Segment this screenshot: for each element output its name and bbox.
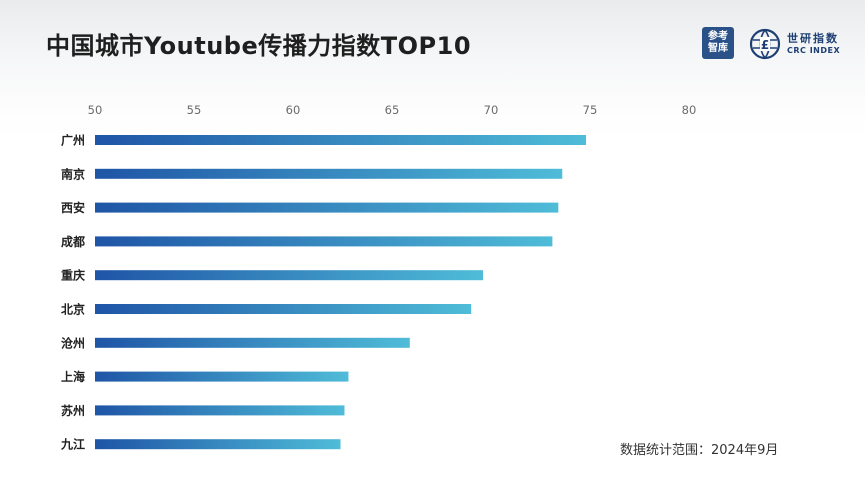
- bars: [95, 135, 587, 450]
- x-tick-label: 80: [682, 103, 697, 117]
- bar: [95, 236, 553, 247]
- header-bar: 中国城市Youtube传播力指数TOP10 参考 智库 £ 世研指数 CRC I…: [0, 0, 865, 80]
- crc-logo: £ 世研指数 CRC INDEX: [749, 27, 840, 61]
- cankao-logo-line2: 智库: [708, 43, 728, 54]
- category-label: 九江: [60, 437, 85, 452]
- category-label: 成都: [61, 234, 85, 249]
- category-label: 西安: [61, 200, 85, 215]
- category-label: 重庆: [61, 268, 85, 283]
- bar: [95, 135, 587, 145]
- data-range-note: 数据统计范围：2024年9月: [620, 443, 779, 458]
- x-tick-label: 60: [286, 103, 301, 117]
- x-axis: 50 55 60 65 70 75 80: [88, 103, 697, 117]
- bar: [95, 270, 484, 281]
- cankao-logo-line1: 参考: [708, 31, 728, 42]
- cankao-logo: 参考 智库: [702, 27, 734, 59]
- page-title: 中国城市Youtube传播力指数TOP10: [46, 32, 472, 60]
- category-label: 北京: [61, 302, 85, 317]
- x-tick-label: 55: [187, 103, 202, 117]
- bar: [95, 304, 472, 314]
- category-label: 沧州: [61, 335, 85, 350]
- category-label: 苏州: [61, 403, 85, 418]
- bar: [95, 168, 563, 179]
- bar: [95, 439, 341, 450]
- x-tick-label: 70: [484, 103, 499, 117]
- category-label: 广州: [61, 133, 85, 148]
- bar: [95, 371, 349, 382]
- category-label: 上海: [61, 369, 85, 384]
- x-tick-label: 65: [385, 103, 400, 117]
- crc-logo-cn: 世研指数: [787, 32, 839, 45]
- bar: [95, 337, 410, 348]
- bar: [95, 405, 345, 416]
- svg-text:£: £: [761, 38, 769, 52]
- globe-icon: £: [749, 28, 781, 60]
- crc-logo-en: CRC INDEX: [787, 46, 841, 55]
- category-label: 南京: [61, 166, 85, 181]
- x-tick-label: 50: [88, 103, 103, 117]
- x-tick-label: 75: [583, 103, 598, 117]
- bar: [95, 202, 559, 213]
